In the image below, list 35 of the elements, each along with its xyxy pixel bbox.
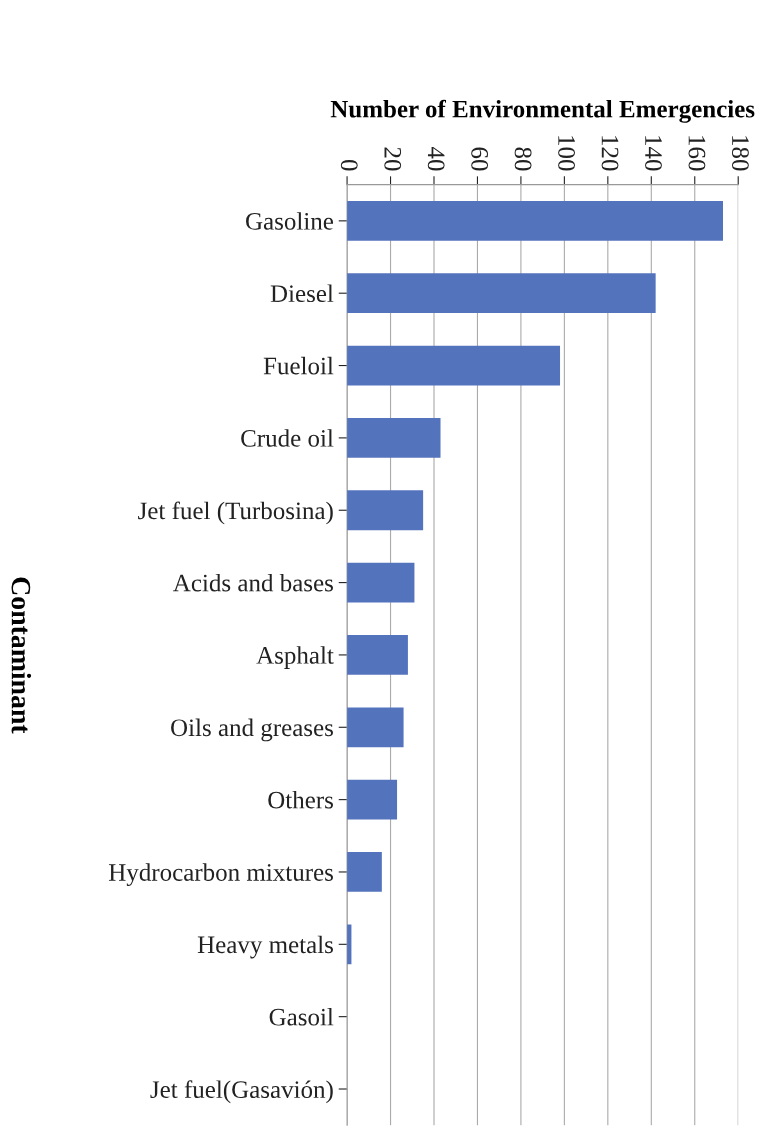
x-axis-title: Number of Environmental Emergencies — [330, 99, 755, 123]
y-axis-title: Contaminant — [11, 577, 32, 734]
bar — [347, 345, 561, 386]
bar — [347, 200, 723, 241]
y-tick-label: Heavy metals — [197, 935, 333, 959]
x-tick-label: 180 — [731, 136, 749, 171]
x-tick-label: 40 — [427, 146, 445, 171]
y-tick-label: Hydrocarbon mixtures — [108, 863, 333, 887]
y-tick-label: Others — [268, 790, 333, 809]
y-tick-label: Gasoil — [269, 1007, 334, 1026]
bar — [347, 562, 415, 603]
y-tick-label: Diesel — [270, 284, 334, 303]
bar — [347, 273, 656, 314]
y-tick-label: Oils and greases — [171, 718, 333, 742]
y-tick-label: Acids and bases — [173, 573, 333, 592]
x-tick-label: 100 — [558, 136, 575, 171]
x-tick-label: 120 — [601, 136, 619, 171]
y-tick-label: Gasoline — [246, 212, 334, 230]
bar — [347, 707, 404, 748]
x-tick-label: 20 — [384, 147, 402, 171]
bar — [347, 852, 382, 892]
x-tick-label: 140 — [645, 136, 662, 171]
y-tick-label: Jet fuel(Gasavión) — [150, 1080, 333, 1104]
bar — [347, 490, 424, 531]
y-tick-label: Jet fuel (Turbosina) — [138, 501, 333, 525]
bar — [347, 418, 441, 458]
bar — [347, 779, 398, 820]
x-tick-label: 80 — [514, 147, 532, 171]
y-tick-label: Asphalt — [256, 646, 334, 669]
y-tick-label: Crude oil — [241, 429, 334, 447]
x-tick-label: 60 — [471, 147, 489, 171]
y-tick-label: Fueloil — [263, 356, 334, 375]
x-tick-label: 160 — [688, 136, 706, 171]
bar — [347, 635, 408, 675]
x-tick-label: 0 — [340, 159, 358, 171]
